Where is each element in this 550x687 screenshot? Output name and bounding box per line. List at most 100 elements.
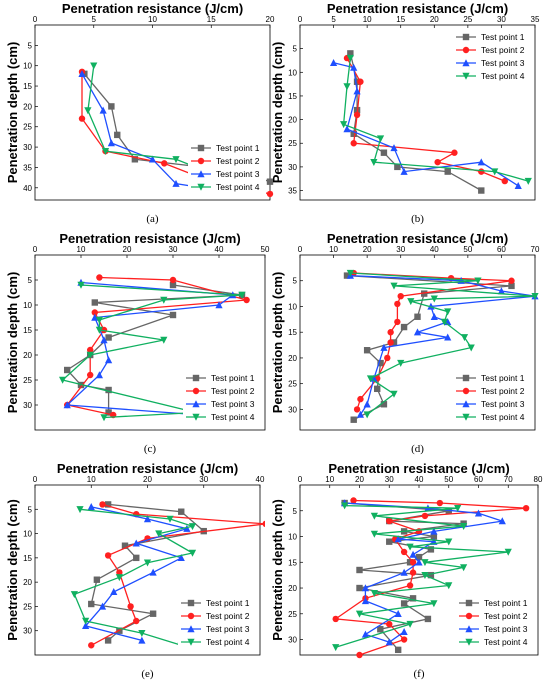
data-point <box>390 282 398 290</box>
y-tick-label: 25 <box>23 602 32 611</box>
data-point <box>474 277 482 285</box>
data-point <box>380 343 388 351</box>
x-tick-label: 50 <box>261 245 270 254</box>
data-point <box>172 179 180 187</box>
data-point <box>415 558 423 566</box>
data-point <box>380 401 388 408</box>
legend-marker <box>462 33 470 41</box>
data-point <box>451 149 458 156</box>
y-tick-label: 15 <box>288 92 297 101</box>
data-point <box>474 509 483 517</box>
data-point <box>346 54 354 62</box>
data-point <box>397 359 405 367</box>
data-point <box>421 559 429 567</box>
data-point <box>355 610 364 618</box>
x-tick-label: 5 <box>331 15 336 24</box>
data-point <box>400 548 408 556</box>
series-test-point-1 <box>343 272 515 423</box>
series-line <box>349 53 482 192</box>
chart-panel-b: 0 5 10 15 20 25 30 35 5 10 15 20 25 30 35 Penetration r… <box>270 1 540 225</box>
data-point <box>394 535 402 543</box>
x-tick-label: 25 <box>463 15 472 24</box>
data-point <box>169 281 177 289</box>
legend-label: Test point 3 <box>206 624 250 634</box>
data-point <box>160 336 168 344</box>
legend-marker <box>187 612 195 620</box>
data-point <box>114 131 121 139</box>
legend-marker <box>192 413 200 421</box>
data-point <box>374 385 381 393</box>
data-point <box>143 559 152 567</box>
data-point <box>356 651 363 659</box>
legend-label: Test point 1 <box>481 373 525 383</box>
legend-label: Test point 3 <box>484 624 528 634</box>
y-tick-label: 30 <box>23 143 32 152</box>
data-point <box>63 401 71 409</box>
data-point <box>421 290 428 297</box>
data-point <box>340 121 348 129</box>
data-point <box>406 582 414 589</box>
data-point <box>169 311 177 319</box>
data-point <box>104 552 112 559</box>
series-test-point-4 <box>332 502 512 652</box>
legend-marker <box>462 400 470 408</box>
data-point <box>400 568 408 576</box>
x-tick-label: 20 <box>266 15 275 24</box>
x-tick-label: 10 <box>77 245 86 254</box>
legend: Test point 1 Test point 2 Test point 3 Test… <box>178 596 256 650</box>
data-point <box>440 318 448 326</box>
data-point <box>434 158 441 166</box>
data-point <box>59 376 67 384</box>
legend-marker <box>192 400 200 408</box>
data-point <box>96 274 103 281</box>
data-point <box>104 637 112 644</box>
data-point <box>409 569 417 576</box>
legend-marker <box>462 72 470 80</box>
data-point <box>350 63 358 71</box>
panel-caption: (a) <box>146 213 159 225</box>
data-point <box>409 595 417 602</box>
series-test-point-3 <box>78 70 233 196</box>
x-tick-label: 5 <box>92 15 97 24</box>
data-point <box>347 50 354 57</box>
panel-caption: (e) <box>141 668 154 680</box>
data-point <box>370 512 378 520</box>
series-line <box>61 284 243 419</box>
data-point <box>87 503 95 511</box>
x-axis-title: Penetration resistance (J/cm) <box>328 461 509 476</box>
x-tick-label: 40 <box>430 245 439 254</box>
y-tick-label: 10 <box>23 301 32 310</box>
data-point <box>104 501 112 508</box>
data-point <box>377 359 384 367</box>
legend-marker <box>187 638 195 646</box>
data-point <box>421 512 429 520</box>
x-tick-label: 20 <box>143 475 152 484</box>
data-point <box>87 346 94 354</box>
data-point <box>384 354 391 362</box>
x-tick-label: 20 <box>430 15 439 24</box>
data-point <box>87 371 94 379</box>
data-point <box>498 517 506 525</box>
x-tick-label: 30 <box>497 15 506 24</box>
x-tick-label: 10 <box>363 15 372 24</box>
legend-label: Test point 1 <box>206 598 250 608</box>
y-tick-label: 5 <box>293 45 298 54</box>
x-tick-label: 15 <box>207 15 216 24</box>
data-point <box>380 149 388 156</box>
data-point <box>394 646 402 654</box>
data-point <box>188 523 197 531</box>
data-point <box>343 125 351 133</box>
x-tick-label: 50 <box>463 245 472 254</box>
data-point <box>478 168 485 175</box>
y-tick-label: 10 <box>288 533 297 542</box>
data-point <box>93 576 101 583</box>
series-test-point-3 <box>82 503 191 644</box>
legend-marker <box>192 374 200 382</box>
legend: Test point 1 Test point 2 Test point 3 Test… <box>453 30 531 84</box>
data-point <box>88 600 95 608</box>
series-line <box>333 62 519 187</box>
data-point <box>346 269 354 277</box>
data-point <box>91 299 98 306</box>
data-point <box>133 554 140 562</box>
data-point <box>390 339 398 346</box>
